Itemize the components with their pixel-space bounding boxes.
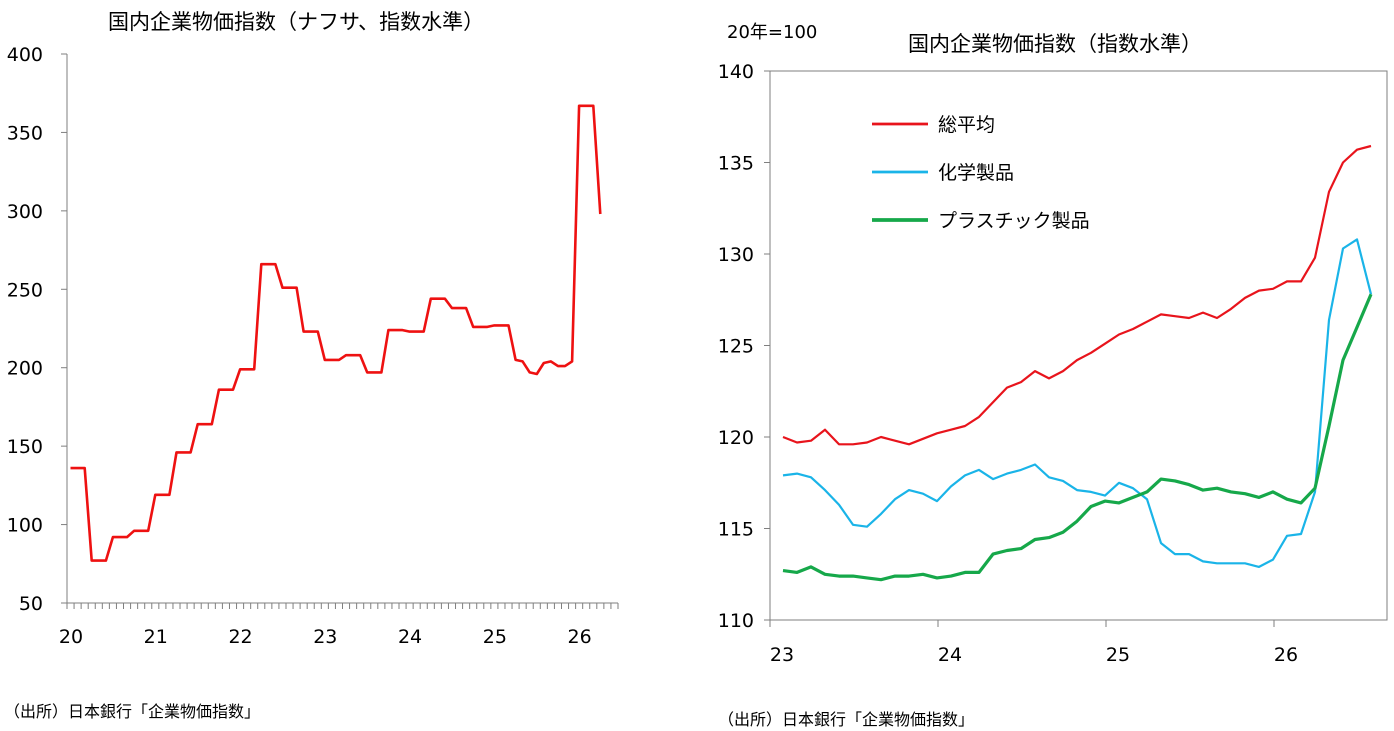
y-tick-label: 350 — [7, 122, 43, 144]
left-chart: 50 100 150 200 250 300 350 400 20 21 22 23 24 25 26 — [7, 44, 619, 648]
series-line-naphtha — [70, 104, 602, 562]
y-tick-label: 115 — [718, 519, 754, 541]
y-tick-label: 130 — [718, 244, 754, 266]
left-chart-title: 国内企業物価指数（ナフサ、指数水準） — [108, 10, 485, 34]
x-tick-label: 26 — [568, 626, 592, 648]
x-tick-label: 25 — [483, 626, 507, 648]
legend-label-chemical-products: 化学製品 — [938, 162, 1014, 184]
y-tick-label: 120 — [718, 427, 754, 449]
x-tick-label: 23 — [770, 644, 794, 666]
x-tick-label: 23 — [313, 626, 337, 648]
y-tick-label: 200 — [7, 358, 43, 380]
legend-label-plastic-products: プラスチック製品 — [938, 210, 1090, 232]
y-tick-label: 400 — [7, 44, 43, 66]
y-tick-label: 100 — [7, 515, 43, 537]
right-source-note: （出所）日本銀行「企業物価指数」 — [718, 710, 975, 729]
x-tick-label: 24 — [938, 644, 962, 666]
plot-frame — [769, 70, 1388, 621]
right-chart: 110 115 120 125 130 135 140 23 24 25 26 総平均化学製品プラスチ… — [718, 61, 1388, 666]
series-line-overall-average — [782, 144, 1372, 446]
y-tick-label: 125 — [718, 336, 754, 358]
y-tick-label: 250 — [7, 279, 43, 301]
x-tick-label: 22 — [228, 626, 252, 648]
y-tick-label: 140 — [718, 61, 754, 83]
y-tick-label: 300 — [7, 201, 43, 223]
x-tick-label: 21 — [144, 626, 168, 648]
x-tick-label: 24 — [398, 626, 422, 648]
right-unit-note: 20年=100 — [727, 22, 818, 43]
legend-label-overall-average: 総平均 — [938, 114, 995, 136]
series-line-chemical-products — [782, 238, 1373, 569]
left-source-note: （出所）日本銀行「企業物価指数」 — [4, 702, 261, 721]
y-tick-label: 50 — [19, 593, 43, 615]
y-tick-label: 135 — [718, 153, 754, 175]
series-line-plastic-products — [782, 293, 1373, 582]
y-tick-label: 150 — [7, 436, 43, 458]
x-tick-label: 20 — [59, 626, 83, 648]
x-tick-label: 25 — [1106, 644, 1130, 666]
right-chart-title: 国内企業物価指数（指数水準） — [908, 32, 1202, 56]
y-tick-label: 110 — [718, 610, 754, 632]
x-tick-label: 26 — [1274, 644, 1298, 666]
